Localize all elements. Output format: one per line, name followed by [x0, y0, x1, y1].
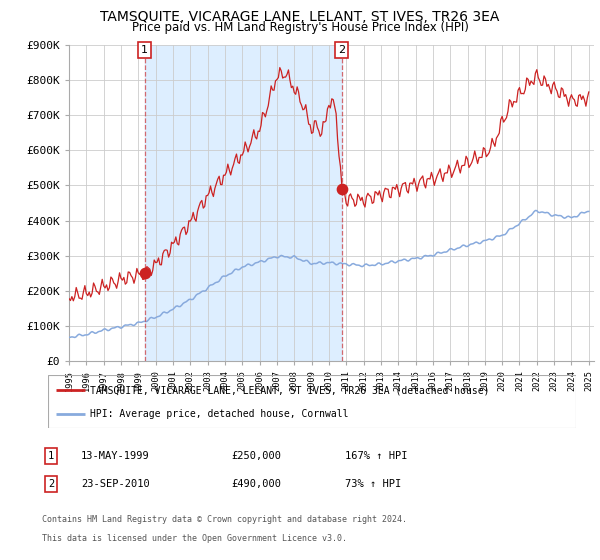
Text: TAMSQUITE, VICARAGE LANE, LELANT, ST IVES, TR26 3EA: TAMSQUITE, VICARAGE LANE, LELANT, ST IVE… — [100, 10, 500, 24]
Text: £490,000: £490,000 — [231, 479, 281, 489]
Bar — [145, 45, 341, 361]
Text: 13-MAY-1999: 13-MAY-1999 — [81, 451, 150, 461]
Text: 23-SEP-2010: 23-SEP-2010 — [81, 479, 150, 489]
Text: Contains HM Land Registry data © Crown copyright and database right 2024.: Contains HM Land Registry data © Crown c… — [42, 515, 407, 524]
Text: 167% ↑ HPI: 167% ↑ HPI — [345, 451, 407, 461]
Text: £250,000: £250,000 — [231, 451, 281, 461]
Point — [140, 269, 149, 278]
Text: 1: 1 — [48, 451, 54, 461]
Text: HPI: Average price, detached house, Cornwall: HPI: Average price, detached house, Corn… — [90, 408, 349, 418]
Text: This data is licensed under the Open Government Licence v3.0.: This data is licensed under the Open Gov… — [42, 534, 347, 543]
Text: Price paid vs. HM Land Registry's House Price Index (HPI): Price paid vs. HM Land Registry's House … — [131, 21, 469, 34]
Text: TAMSQUITE, VICARAGE LANE, LELANT, ST IVES, TR26 3EA (detached house): TAMSQUITE, VICARAGE LANE, LELANT, ST IVE… — [90, 385, 490, 395]
Text: 2: 2 — [48, 479, 54, 489]
Text: 2: 2 — [338, 45, 345, 55]
Text: 73% ↑ HPI: 73% ↑ HPI — [345, 479, 401, 489]
Point — [337, 184, 346, 193]
Text: 1: 1 — [141, 45, 148, 55]
